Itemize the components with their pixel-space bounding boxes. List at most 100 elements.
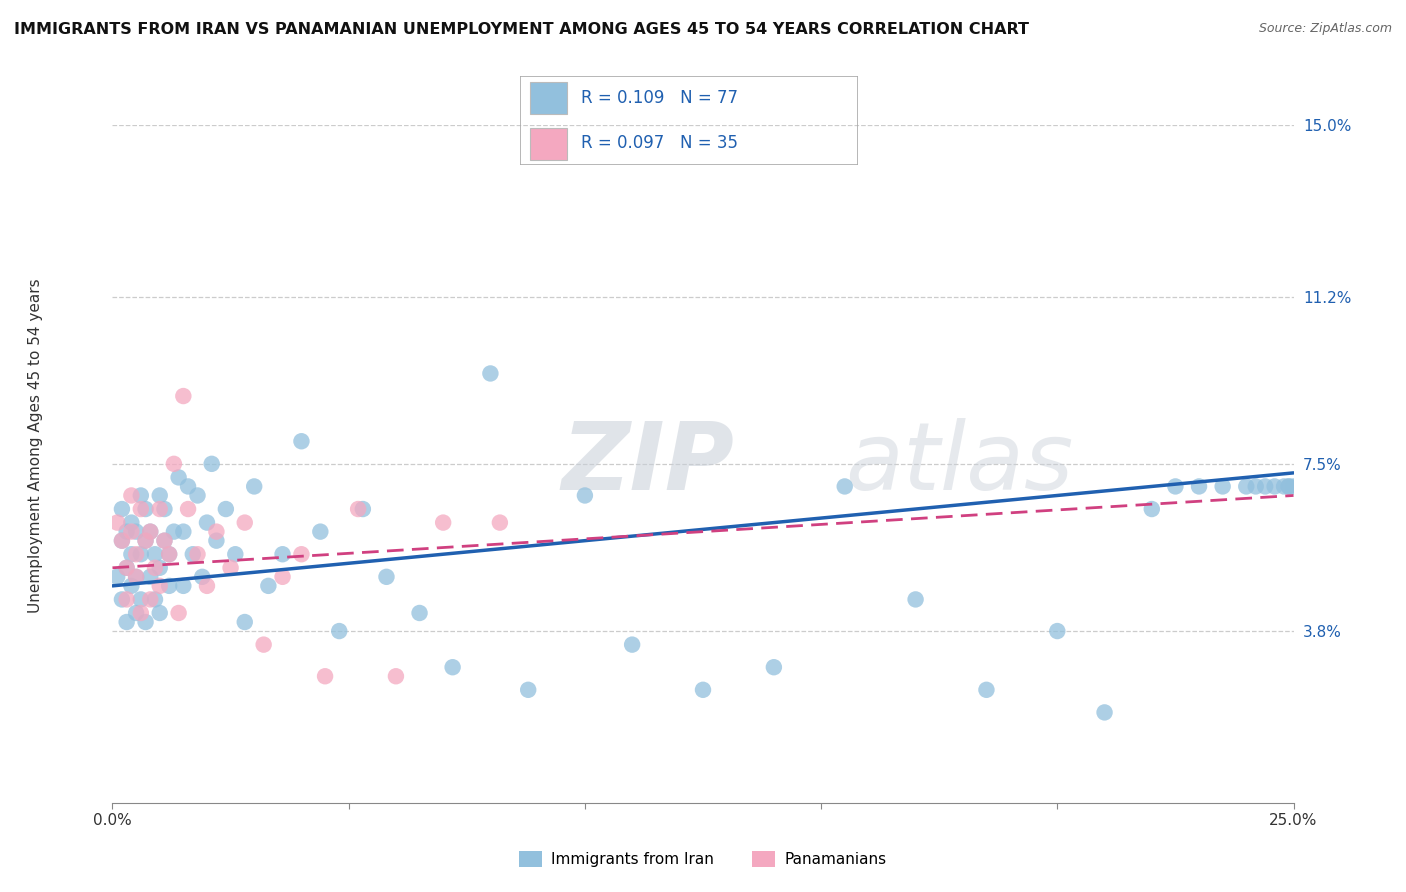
Point — [1094, 706, 1116, 720]
Point — [111, 533, 134, 548]
Point — [129, 488, 152, 502]
Point — [139, 524, 162, 539]
Point — [201, 457, 224, 471]
Point — [517, 682, 540, 697]
Point — [125, 570, 148, 584]
Point — [135, 533, 157, 548]
Point — [125, 547, 148, 561]
Point — [149, 606, 172, 620]
Point — [1282, 479, 1305, 493]
Point — [1140, 502, 1163, 516]
Point — [352, 502, 374, 516]
Point — [163, 524, 186, 539]
Point — [271, 547, 294, 561]
Point — [167, 606, 190, 620]
Point — [186, 488, 208, 502]
Point — [181, 547, 204, 561]
Text: ZIP: ZIP — [561, 417, 734, 510]
Point — [149, 488, 172, 502]
Point — [177, 479, 200, 493]
Point — [125, 606, 148, 620]
Point — [574, 488, 596, 502]
Point — [139, 570, 162, 584]
Point — [135, 533, 157, 548]
Point — [172, 389, 194, 403]
Point — [115, 561, 138, 575]
Point — [157, 547, 180, 561]
Point — [243, 479, 266, 493]
Point — [290, 547, 312, 561]
Point — [233, 516, 256, 530]
Point — [1278, 479, 1301, 493]
Point — [1272, 479, 1295, 493]
Point — [149, 502, 172, 516]
Point — [1264, 479, 1286, 493]
Point — [139, 592, 162, 607]
Point — [157, 547, 180, 561]
Point — [1188, 479, 1211, 493]
Point — [143, 561, 166, 575]
Point — [489, 516, 512, 530]
Point — [904, 592, 927, 607]
Point — [479, 367, 502, 381]
Point — [408, 606, 430, 620]
Point — [385, 669, 408, 683]
Point — [153, 533, 176, 548]
Point — [314, 669, 336, 683]
Point — [167, 470, 190, 484]
Point — [129, 547, 152, 561]
FancyBboxPatch shape — [530, 128, 568, 160]
Point — [111, 502, 134, 516]
Point — [347, 502, 370, 516]
Point — [762, 660, 785, 674]
Point — [149, 579, 172, 593]
Point — [111, 533, 134, 548]
Point — [115, 615, 138, 629]
Point — [115, 592, 138, 607]
Point — [215, 502, 238, 516]
Point — [105, 570, 128, 584]
Text: IMMIGRANTS FROM IRAN VS PANAMANIAN UNEMPLOYMENT AMONG AGES 45 TO 54 YEARS CORREL: IMMIGRANTS FROM IRAN VS PANAMANIAN UNEMP… — [14, 22, 1029, 37]
Point — [834, 479, 856, 493]
Point — [328, 624, 350, 638]
Point — [105, 516, 128, 530]
Point — [172, 524, 194, 539]
Point — [205, 533, 228, 548]
Point — [143, 592, 166, 607]
Point — [125, 570, 148, 584]
Text: R = 0.109   N = 77: R = 0.109 N = 77 — [581, 89, 738, 107]
Point — [163, 457, 186, 471]
Point — [1212, 479, 1234, 493]
Point — [172, 579, 194, 593]
Point — [125, 524, 148, 539]
Point — [1046, 624, 1069, 638]
Point — [129, 592, 152, 607]
Point — [153, 502, 176, 516]
Point — [120, 547, 142, 561]
Point — [153, 533, 176, 548]
Point — [441, 660, 464, 674]
Legend: Immigrants from Iran, Panamanians: Immigrants from Iran, Panamanians — [513, 845, 893, 873]
Point — [135, 502, 157, 516]
Point — [143, 547, 166, 561]
Point — [309, 524, 332, 539]
Point — [375, 570, 398, 584]
Point — [120, 488, 142, 502]
Point — [186, 547, 208, 561]
Point — [976, 682, 998, 697]
Point — [205, 524, 228, 539]
Text: Source: ZipAtlas.com: Source: ZipAtlas.com — [1258, 22, 1392, 36]
Point — [253, 638, 276, 652]
Point — [195, 579, 218, 593]
Point — [290, 434, 312, 449]
Point — [120, 524, 142, 539]
FancyBboxPatch shape — [530, 82, 568, 114]
Point — [120, 516, 142, 530]
Point — [129, 606, 152, 620]
Point — [157, 579, 180, 593]
Point — [115, 524, 138, 539]
Point — [621, 638, 644, 652]
Point — [111, 592, 134, 607]
Point — [191, 570, 214, 584]
Point — [115, 561, 138, 575]
